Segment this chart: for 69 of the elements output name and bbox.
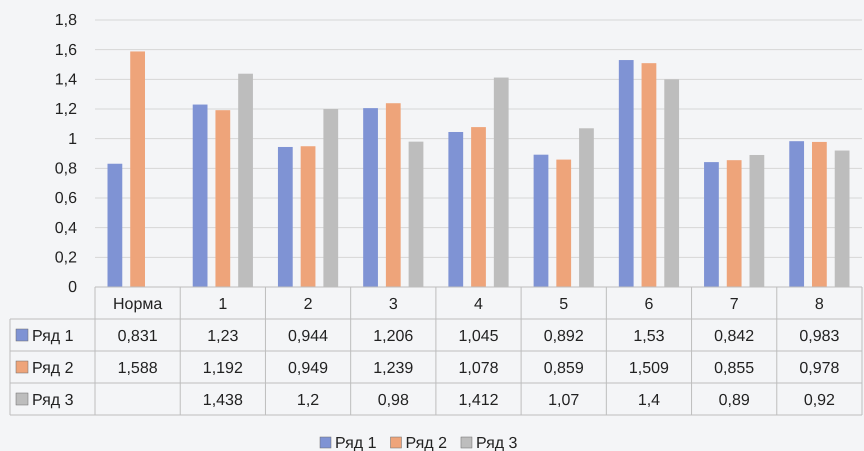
y-tick-label: 0: [68, 279, 78, 296]
data-label: 1,045: [458, 328, 499, 345]
data-label: 0,831: [118, 328, 158, 345]
bar: [386, 103, 401, 287]
x-tick-label: 5: [559, 296, 568, 313]
data-label: 0,855: [714, 360, 754, 377]
data-label: 1,239: [373, 360, 414, 377]
y-tick-label: 1,8: [54, 12, 78, 30]
text: Ряд 2: [405, 435, 447, 451]
bar: [300, 146, 316, 287]
bar: [642, 63, 656, 287]
y-tick-label: 0,2: [54, 249, 78, 266]
data-label: 1,206: [373, 328, 414, 345]
y-tick-label: 1: [68, 130, 78, 148]
legend-label: Ряд 1: [32, 328, 74, 345]
bar: [556, 160, 572, 287]
bar: [215, 110, 230, 287]
bar: [471, 127, 486, 287]
bar: [812, 142, 827, 287]
x-tick-label: 1: [218, 296, 228, 313]
data-label: 0,842: [714, 328, 754, 345]
y-tick-label: 0,8: [54, 160, 78, 178]
bar: [278, 146, 293, 287]
bar: [789, 141, 804, 287]
bar: [726, 160, 742, 287]
bar: [448, 132, 464, 287]
data-label: 0,859: [544, 360, 584, 377]
data-label: 0,944: [288, 328, 328, 345]
x-tick-label: 4: [474, 296, 484, 313]
data-label: 0,892: [544, 328, 584, 345]
bar: [704, 162, 719, 287]
bar: [108, 164, 122, 287]
data-label: 1,412: [458, 392, 499, 409]
data-label: 0,89: [718, 392, 750, 409]
x-tick-label: 2: [304, 296, 313, 313]
data-label: 1,438: [202, 392, 243, 409]
bar: [363, 108, 378, 287]
bar: [534, 154, 548, 287]
x-tick-label: 8: [814, 296, 824, 313]
x-tick-label: Норма: [112, 296, 162, 313]
data-label: 1,4: [638, 392, 660, 409]
legend-label: Ряд 2: [32, 360, 74, 377]
data-label: 1,2: [296, 392, 320, 409]
x-tick-label: 7: [730, 296, 739, 313]
data-label: 0,92: [804, 392, 836, 409]
data-label: 1,509: [628, 360, 670, 377]
bar: [618, 60, 634, 287]
y-tick-label: 0,6: [54, 190, 78, 208]
data-label: 0,983: [799, 328, 840, 345]
x-tick-label: 3: [388, 296, 398, 313]
y-tick-label: 0,4: [54, 220, 78, 237]
data-label: 1,53: [633, 328, 665, 345]
data-label: 1,588: [118, 360, 158, 377]
x-tick-label: 6: [644, 296, 654, 313]
y-tick-label: 1,2: [54, 101, 78, 118]
data-label: 1,078: [458, 360, 499, 377]
bar: [130, 51, 145, 287]
bar: [192, 104, 208, 287]
text: Ряд 1: [335, 435, 376, 451]
data-label: 1,192: [202, 360, 243, 377]
data-label: 0,978: [799, 360, 840, 377]
data-label: 1,23: [207, 328, 239, 345]
data-label: 1,07: [548, 392, 580, 409]
text: Ряд 3: [32, 392, 74, 409]
data-label: 0,949: [288, 360, 328, 377]
data-label: 0,98: [378, 392, 409, 409]
legend-label: Ряд 3: [476, 435, 518, 451]
y-tick-label: 1,4: [54, 71, 78, 88]
y-tick-label: 1,6: [54, 42, 78, 59]
